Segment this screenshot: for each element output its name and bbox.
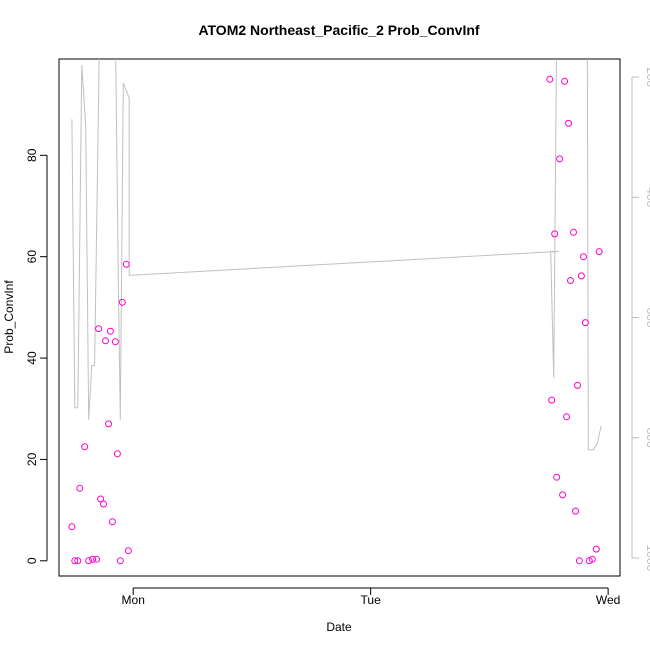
y-tick-label: 20 (25, 452, 39, 466)
y-tick-label: 40 (25, 351, 39, 365)
scatter-points-group (68, 75, 603, 565)
data-point (93, 555, 101, 563)
data-point (95, 325, 103, 333)
data-point (592, 545, 600, 553)
y-tick-label-right: 1000 (644, 545, 650, 572)
data-point (100, 500, 107, 508)
data-point (577, 272, 585, 280)
data-point (588, 555, 596, 563)
data-point (68, 523, 76, 531)
x-tick-label: Mon (122, 593, 145, 607)
data-point (118, 298, 126, 306)
data-point (106, 327, 114, 335)
y-axis-label: Prob_ConvInf (2, 280, 16, 354)
y-tick-label-right: 200 (644, 67, 650, 87)
right-series-line (71, 59, 602, 451)
data-point (565, 119, 573, 127)
chart-title: ATOM2 Northeast_Pacific_2 Prob_ConvInf (198, 22, 479, 38)
data-point (81, 443, 89, 451)
data-point (76, 484, 84, 492)
right-series-line-group (71, 59, 602, 451)
data-point (559, 491, 567, 499)
data-point (572, 507, 579, 515)
data-point (108, 518, 116, 526)
data-point (124, 547, 132, 555)
y-axis-right: 200 400 600 800 1000 (631, 67, 650, 572)
data-point (74, 557, 82, 565)
data-point (579, 253, 587, 261)
data-point (553, 473, 561, 481)
data-point (113, 450, 121, 458)
data-point (581, 319, 589, 327)
data-point (595, 248, 603, 256)
plot-frame (58, 58, 621, 577)
x-tick-label: Wed (596, 593, 620, 607)
data-point (561, 77, 569, 85)
data-point (102, 337, 109, 345)
y-tick-label: 60 (25, 250, 39, 264)
data-point (575, 557, 583, 565)
data-point (71, 557, 79, 565)
data-point (574, 381, 581, 389)
data-point (567, 277, 574, 284)
y-tick-label: 0 (25, 557, 39, 564)
data-point (546, 75, 554, 83)
data-point (97, 495, 105, 503)
data-point (105, 420, 112, 428)
data-point (111, 338, 119, 346)
data-point (85, 557, 93, 565)
y-tick-label-right: 800 (644, 428, 650, 448)
y-tick-label: 80 (25, 148, 39, 162)
data-point (563, 413, 571, 421)
x-axis-label: Date (326, 620, 352, 634)
data-point (122, 260, 130, 268)
data-point (89, 555, 97, 563)
x-tick-label: Tue (361, 593, 382, 607)
data-point (570, 228, 577, 236)
data-point (556, 155, 564, 163)
data-point (551, 230, 559, 238)
y-tick-label-right: 400 (644, 187, 650, 207)
x-axis: Mon Tue Wed (122, 587, 620, 607)
y-tick-label-right: 600 (644, 307, 650, 327)
data-point (116, 557, 124, 565)
y-axis-left: 0 20 40 60 80 (25, 148, 48, 564)
data-point (548, 396, 556, 404)
